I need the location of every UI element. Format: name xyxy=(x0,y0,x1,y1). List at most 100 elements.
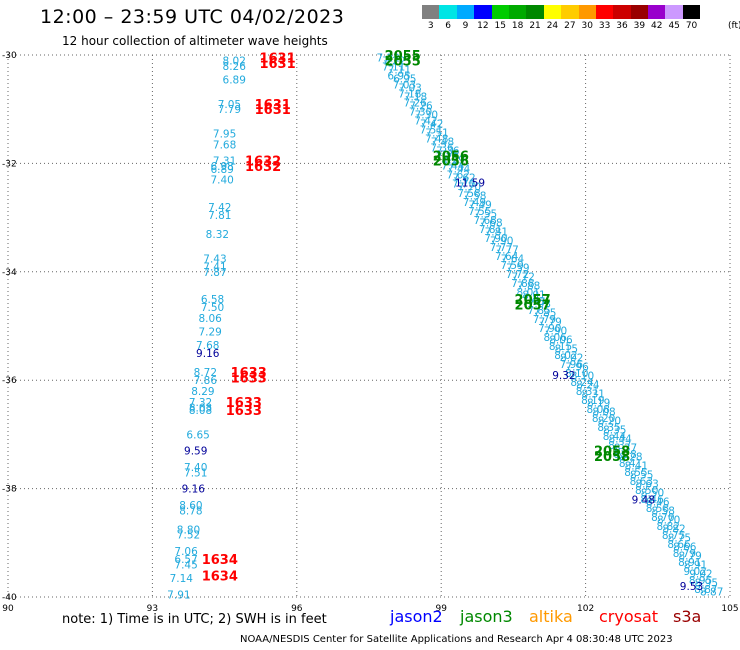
swh-data-label: 8.72 xyxy=(194,367,217,379)
swh-data-label: 9.02 xyxy=(689,569,712,581)
swh-data-label: 8.80 xyxy=(177,524,200,536)
swh-data-label: 7.32 xyxy=(189,397,212,409)
swh-data-label: 8.01 xyxy=(517,287,540,299)
time-label-jason3: 2057 xyxy=(515,298,551,313)
swh-data-label: 7.14 xyxy=(170,573,194,585)
time-label-jason3: 2058 xyxy=(594,445,630,460)
swh-data-label: 8.55 xyxy=(624,467,647,479)
colorbar-swatch xyxy=(456,5,475,19)
colorbar-tick-label: 9 xyxy=(462,21,469,31)
y-tick-label: -34 xyxy=(2,268,17,278)
swh-data-label: 8.06 xyxy=(543,332,567,344)
swh-data-label: 8.03 xyxy=(189,402,212,414)
swh-data-label: 7.48 xyxy=(425,134,448,146)
swh-data-label: 7.29 xyxy=(442,154,465,166)
x-tick-label: 102 xyxy=(577,604,594,614)
swh-data-label: 8.01 xyxy=(522,289,545,301)
chart-title: 12:00 – 23:59 UTC 04/02/2023 xyxy=(40,6,345,28)
colorbar-swatch xyxy=(665,5,683,19)
time-label-cryosat: 1632 xyxy=(245,160,281,175)
swh-data-label: 8.02 xyxy=(554,350,577,362)
swh-data-label: 7.26 xyxy=(403,98,427,110)
swh-data-label: 8.20 xyxy=(592,413,615,425)
swh-data-label: 8.20 xyxy=(598,416,621,428)
swh-data-label: 7.59 xyxy=(500,260,523,272)
colorbar-swatch xyxy=(648,5,666,19)
swh-data-label: 7.42 xyxy=(414,116,437,128)
swh-data-label: 6.89 xyxy=(210,164,233,176)
swh-data-label: 7.49 xyxy=(468,199,491,211)
chart-subtitle: 12 hour collection of altimeter wave hei… xyxy=(62,34,328,48)
swh-data-label: 8.31 xyxy=(582,389,605,401)
swh-data-label: 7.88 xyxy=(511,278,534,290)
swh-data-label: 8.44 xyxy=(603,431,627,443)
swh-data-label: 8.15 xyxy=(549,341,572,353)
swh-data-label: 8.08 xyxy=(189,405,212,417)
swh-data-label: 7.03 xyxy=(398,82,421,94)
swh-data-label: 8.19 xyxy=(587,398,610,410)
swh-data-label: 8.37 xyxy=(614,443,637,455)
time-label-cryosat: 1631 xyxy=(255,103,291,118)
swh-data-label: 7.03 xyxy=(393,80,416,92)
swh-data-label: 9.16 xyxy=(182,484,206,496)
swh-data-label: 8.26 xyxy=(223,61,247,73)
colorbar-tick-label: 45 xyxy=(668,21,680,31)
swh-data-label: 7.31 xyxy=(213,156,236,168)
swh-data-label: 7.86 xyxy=(194,375,218,387)
swh-data-label: 7.68 xyxy=(196,340,219,352)
swh-data-label: 7.58 xyxy=(463,190,486,202)
colorbar-swatch xyxy=(508,5,527,19)
colorbar-tick-label: 24 xyxy=(546,21,559,31)
swh-data-label: 7.30 xyxy=(415,109,438,121)
swh-data-label: 7.62 xyxy=(452,172,475,184)
swh-data-label: 7.48 xyxy=(431,136,454,148)
legend-jason2: jason2 xyxy=(390,607,443,626)
swh-data-label: 7.41 xyxy=(203,261,226,273)
swh-data-label: 7.91 xyxy=(167,589,190,601)
time-label-cryosat: 1634 xyxy=(202,569,238,584)
y-tick-label: -36 xyxy=(2,376,17,386)
swh-data-label: 7.43 xyxy=(203,253,226,265)
swh-data-label: 7.44 xyxy=(447,163,471,175)
swh-data-label: 8.78 xyxy=(179,505,202,517)
swh-data-label: 7.90 xyxy=(538,323,561,335)
footer-credit: NOAA/NESDIS Center for Satellite Applica… xyxy=(240,634,673,645)
swh-data-label: 8.08 xyxy=(587,404,610,416)
swh-data-label: 6.58 xyxy=(201,294,224,306)
swh-data-label: 7.81 xyxy=(485,226,508,238)
swh-data-label: 8.37 xyxy=(608,440,631,452)
swh-data-label: 7.52 xyxy=(177,530,200,542)
y-tick-label: -32 xyxy=(2,159,17,169)
swh-data-label: 7.93 xyxy=(528,298,551,310)
swh-data-label: 6.65 xyxy=(186,429,209,441)
swh-data-label: 8.63 xyxy=(635,479,658,491)
note-text: note: 1) Time is in UTC; 2) SWH is in fe… xyxy=(62,612,327,627)
time-label-cryosat: 1631 xyxy=(259,52,295,67)
colorbar-tick-label: 27 xyxy=(564,21,576,31)
colorbar-tick-label: 30 xyxy=(581,21,593,31)
legend-s3a: s3a xyxy=(673,607,702,626)
swh-data-label: 7.79 xyxy=(533,314,556,326)
swh-data-label-high: 11.59 xyxy=(455,177,485,189)
swh-data-label: 8.91 xyxy=(684,560,707,572)
time-label-cryosat: 1631 xyxy=(259,57,295,72)
swh-data-label: 8.95 xyxy=(695,578,718,590)
colorbar-swatch xyxy=(543,5,562,19)
swh-data-label: 9.16 xyxy=(196,348,220,360)
time-label-jason3: 2058 xyxy=(594,450,630,465)
swh-data-label: 7.45 xyxy=(174,559,197,571)
swh-data-label: 7.95 xyxy=(213,129,236,141)
swh-data-label: 7.64 xyxy=(501,253,525,265)
swh-data-label: 7.79 xyxy=(218,104,241,116)
swh-data-label: 8.06 xyxy=(549,335,573,347)
swh-data-label: 7.06 xyxy=(174,546,198,558)
swh-data-label: 8.66 xyxy=(667,539,691,551)
swh-data-label: 7.11 xyxy=(382,62,405,74)
colorbar-unit: (ft) xyxy=(728,21,740,31)
swh-data-label: 7.72 xyxy=(506,269,529,281)
swh-data-label: 8.29 xyxy=(191,386,214,398)
colorbar-swatch xyxy=(474,5,492,19)
swh-data-label: 7.05 xyxy=(218,99,241,111)
swh-data-label-high: 9.53 xyxy=(680,581,703,593)
